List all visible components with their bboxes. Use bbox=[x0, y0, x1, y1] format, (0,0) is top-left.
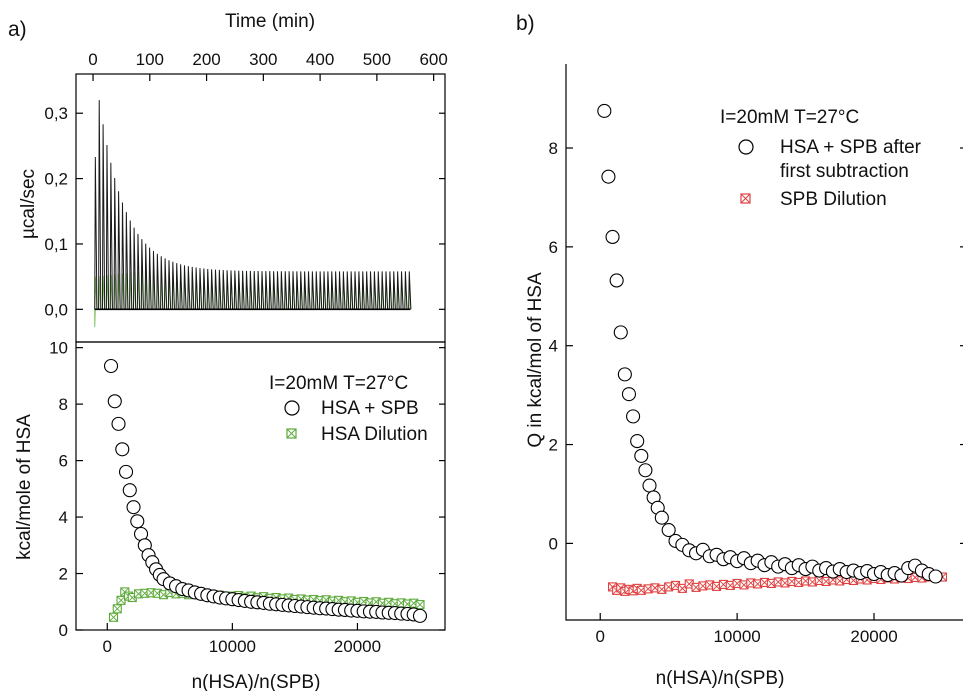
data-point-series-0 bbox=[118, 464, 134, 479]
x-tick-label: 0 bbox=[88, 50, 97, 69]
data-point-series-0 bbox=[613, 325, 628, 340]
x-tick-label: 0 bbox=[103, 637, 112, 656]
data-point-series-0 bbox=[617, 367, 632, 382]
y-tick-label: 2 bbox=[59, 565, 68, 584]
y-tick-label: 0,3 bbox=[44, 104, 68, 123]
legend-label-hsa-spb-sub-line1: HSA + SPB after bbox=[780, 137, 922, 158]
y-tick-label: 0 bbox=[59, 621, 68, 640]
data-point-series-0 bbox=[412, 608, 428, 623]
y-tick-label: 6 bbox=[549, 238, 558, 257]
b-y-axis-title: Q in kcal/mol of HSA bbox=[525, 272, 546, 448]
data-point-series-0 bbox=[122, 483, 137, 498]
panel-label-b: b) bbox=[516, 12, 535, 35]
legend-marker-hsa-dilution bbox=[286, 428, 297, 439]
x-tick-label: 200 bbox=[192, 50, 220, 69]
data-point-series-0 bbox=[130, 514, 145, 529]
chart-a-bottom: 0 10000 20000 0 2 4 6 8 10 bbox=[49, 339, 445, 656]
x-tick-label: 300 bbox=[249, 50, 277, 69]
x-tick-label: 20000 bbox=[334, 637, 381, 656]
y-tick-label: 0,0 bbox=[44, 300, 68, 319]
data-point-series-0 bbox=[642, 478, 657, 493]
data-point-series-0 bbox=[654, 510, 669, 525]
y-tick-label: 0,2 bbox=[44, 170, 68, 189]
data-point-series-0 bbox=[126, 500, 141, 515]
data-point-series-0 bbox=[601, 169, 616, 184]
data-point-series-0 bbox=[609, 273, 624, 288]
y-tick-label: 4 bbox=[549, 337, 558, 356]
y-tick-label: 4 bbox=[59, 508, 68, 527]
x-tick-label: 400 bbox=[306, 50, 334, 69]
b-x-axis-title: n(HSA)/n(SPB) bbox=[656, 668, 785, 689]
b-annotation: I=20mM T=27°C bbox=[720, 107, 859, 128]
data-point-series-1 bbox=[415, 600, 425, 610]
data-point-series-0 bbox=[634, 448, 649, 463]
data-point-series-1 bbox=[116, 595, 126, 605]
data-point-series-0 bbox=[115, 442, 130, 457]
legend-marker-hsa-spb-sub bbox=[738, 139, 754, 155]
data-point-series-0 bbox=[621, 387, 637, 402]
y-tick-label: 6 bbox=[59, 452, 68, 471]
legend-marker-spb-dilution bbox=[740, 193, 751, 204]
y-tick-label: 8 bbox=[549, 139, 558, 158]
data-point-series-0 bbox=[626, 409, 641, 424]
data-point-series-0 bbox=[103, 358, 119, 374]
data-point-series-1 bbox=[108, 612, 119, 622]
data-point-series-0 bbox=[630, 434, 645, 449]
a-top-x-axis-title: Time (min) bbox=[225, 11, 315, 32]
plot-frame-b bbox=[565, 64, 963, 621]
x-tick-label: 500 bbox=[363, 50, 391, 69]
legend-label-hsa-dilution: HSA Dilution bbox=[321, 424, 428, 445]
legend-marker-hsa-spb bbox=[284, 400, 300, 416]
chart-a-top: 0 100 200 300 400 500 600 0,0 0,1 0,2 0,3 bbox=[44, 50, 448, 327]
x-tick-label: 20000 bbox=[850, 627, 897, 646]
data-point-series-1 bbox=[112, 604, 122, 614]
y-tick-label: 2 bbox=[549, 436, 558, 455]
x-tick-label: 10000 bbox=[713, 627, 760, 646]
data-point-series-1 bbox=[684, 579, 694, 589]
data-point-series-0 bbox=[107, 394, 122, 409]
data-point-series-0 bbox=[597, 103, 612, 119]
a-bottom-y-axis-title: kcal/mole of HSA bbox=[14, 414, 35, 560]
legend-label-hsa-spb-sub-line2: first subtraction bbox=[780, 161, 909, 182]
y-tick-label: 0 bbox=[549, 534, 558, 553]
a-top-y-axis-title: µcal/sec bbox=[18, 169, 39, 239]
y-tick-label: 10 bbox=[49, 339, 68, 358]
chart-b: 0 10000 20000 0 2 4 6 8 bbox=[549, 103, 963, 646]
data-point-series-0 bbox=[661, 523, 676, 538]
data-point-series-0 bbox=[928, 569, 943, 584]
a-bottom-annotation: I=20mM T=27°C bbox=[269, 373, 408, 394]
x-tick-label: 10000 bbox=[209, 637, 256, 656]
x-tick-label: 0 bbox=[595, 627, 604, 646]
y-tick-label: 8 bbox=[59, 395, 68, 414]
series-line-sample bbox=[94, 100, 412, 310]
x-tick-label: 600 bbox=[419, 50, 447, 69]
legend-label-hsa-spb: HSA + SPB bbox=[321, 398, 419, 419]
data-point-series-0 bbox=[605, 229, 620, 245]
y-tick-label: 0,1 bbox=[44, 235, 68, 254]
x-tick-label: 100 bbox=[136, 50, 164, 69]
data-point-series-0 bbox=[638, 463, 653, 478]
panel-label-a: a) bbox=[8, 18, 27, 41]
a-bottom-x-axis-title: n(HSA)/n(SPB) bbox=[192, 672, 321, 691]
plot-frame-a-bottom bbox=[75, 341, 446, 631]
data-point-series-0 bbox=[111, 416, 126, 431]
legend-label-spb-dilution: SPB Dilution bbox=[780, 189, 887, 210]
